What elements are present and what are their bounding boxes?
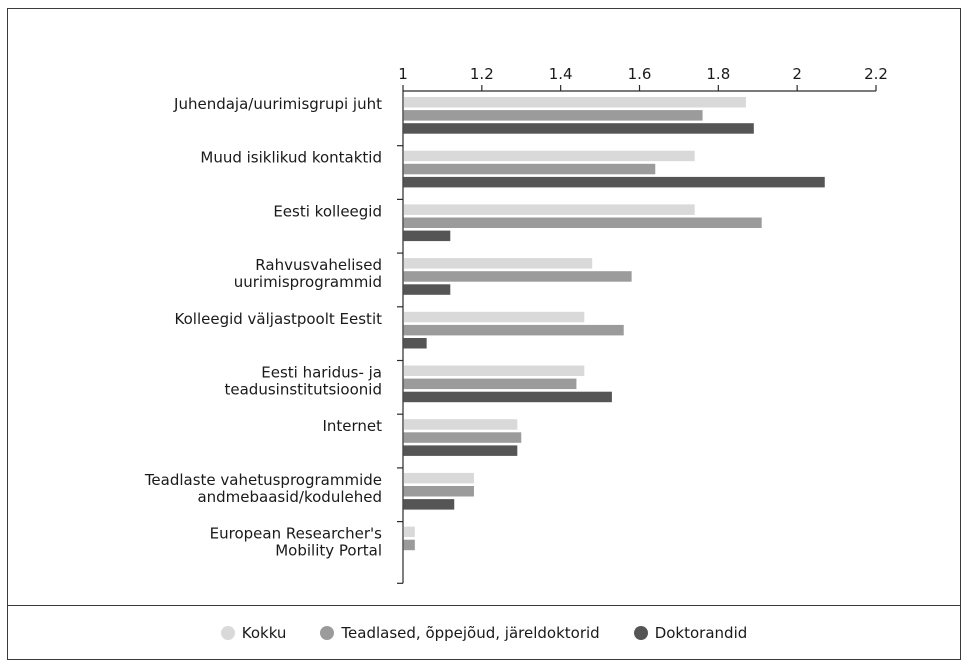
- bar: [403, 539, 415, 551]
- bar: [403, 284, 451, 295]
- bar-chart: 1 1.2 1.4 1.6 1.8 2 2.2 Juhendaja/uurimisgrupi …: [144, 65, 888, 584]
- x-tick-label: 2.2: [864, 65, 888, 83]
- bar: [403, 217, 762, 228]
- legend-divider: [7, 605, 961, 606]
- bar: [403, 432, 522, 443]
- bar: [403, 258, 593, 269]
- bar: [403, 176, 825, 188]
- category-label-line: Kolleegid väljastpoolt Eestit: [175, 310, 383, 328]
- category-label: Eesti kolleegid: [273, 202, 382, 220]
- bar: [403, 499, 455, 510]
- chart-legend: Kokku Teadlased, õppejõud, järeldoktorid D…: [7, 606, 961, 660]
- bar: [403, 311, 585, 323]
- bar: [403, 338, 427, 349]
- category-label: European Researcher's Mobility Portal: [210, 525, 383, 560]
- category-label: Rahvusvahelised uurimisprogrammid: [234, 256, 382, 291]
- bar: [403, 486, 474, 497]
- category-label-line: Eesti haridus- ja: [261, 364, 382, 382]
- legend-label: Teadlased, õppejõud, järeldoktorid: [341, 624, 600, 642]
- category-label-line: Teadlaste vahetusprogrammide: [144, 471, 382, 489]
- category-label: Eesti haridus- ja teadusinstitutsioonid: [225, 364, 383, 399]
- x-tick-label: 1.8: [706, 65, 730, 83]
- x-tick-label: 2: [792, 65, 802, 83]
- legend-label: Kokku: [241, 624, 287, 642]
- bar: [403, 526, 415, 538]
- category-label-line: Eesti kolleegid: [273, 202, 382, 220]
- bar: [403, 150, 695, 162]
- category-label-line: teadusinstitutsioonid: [225, 381, 383, 399]
- bar: [403, 123, 754, 134]
- category-label-line: Juhendaja/uurimisgrupi juht: [173, 95, 382, 113]
- category-label-line: andmebaasid/kodulehed: [197, 488, 382, 506]
- bar: [403, 97, 746, 108]
- category-label-line: Rahvusvahelised: [255, 256, 382, 274]
- bar: [403, 391, 612, 403]
- legend-swatch: [633, 626, 648, 640]
- legend-swatch: [220, 626, 235, 640]
- category-label-line: Internet: [322, 417, 382, 435]
- category-label-line: Mobility Portal: [275, 542, 382, 560]
- bar: [403, 110, 703, 121]
- bar: [403, 324, 624, 336]
- legend-item: Kokku: [220, 624, 287, 642]
- category-label: Internet: [322, 417, 382, 435]
- legend-swatch: [320, 626, 335, 640]
- category-label-line: Muud isiklikud kontaktid: [200, 149, 382, 167]
- bar: [403, 472, 474, 484]
- bar: [403, 378, 577, 390]
- bar: [403, 365, 585, 376]
- bar: [403, 163, 656, 175]
- category-label-line: European Researcher's: [210, 525, 383, 543]
- bar: [403, 445, 518, 456]
- x-tick-label: 1: [398, 65, 408, 83]
- bar: [403, 271, 632, 282]
- bar: [403, 204, 695, 215]
- legend-item: Teadlased, õppejõud, järeldoktorid: [320, 624, 600, 642]
- category-label-line: uurimisprogrammid: [234, 273, 382, 291]
- x-tick-label: 1.4: [549, 65, 573, 83]
- category-label: Muud isiklikud kontaktid: [200, 149, 382, 167]
- bar: [403, 419, 518, 430]
- legend-label: Doktorandid: [654, 624, 748, 642]
- bar: [403, 230, 451, 242]
- x-tick-label: 1.2: [470, 65, 494, 83]
- category-label: Juhendaja/uurimisgrupi juht: [173, 95, 382, 113]
- category-label: Teadlaste vahetusprogrammide andmebaasid/…: [144, 471, 382, 506]
- category-label: Kolleegid väljastpoolt Eestit: [175, 310, 383, 328]
- legend-item: Doktorandid: [633, 624, 748, 642]
- x-tick-label: 1.6: [628, 65, 652, 83]
